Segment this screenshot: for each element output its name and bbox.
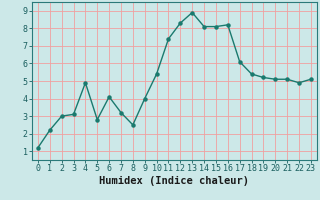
X-axis label: Humidex (Indice chaleur): Humidex (Indice chaleur) <box>100 176 249 186</box>
